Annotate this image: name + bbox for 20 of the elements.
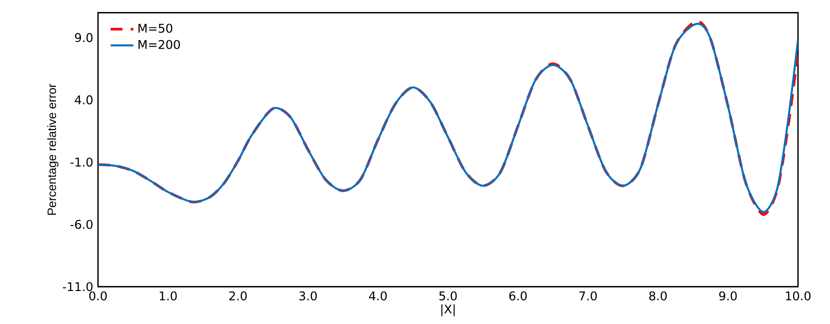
- x-tick-label: 10.0: [786, 291, 811, 300]
- x-tick-label: 6.0: [509, 291, 527, 300]
- x-tick-label: 0.0: [89, 291, 107, 300]
- x-tick-label: 3.0: [299, 291, 317, 300]
- x-axis-title: |X|: [441, 304, 455, 316]
- x-tick-label: 4.0: [369, 291, 387, 300]
- x-tick-label: 8.0: [649, 291, 667, 300]
- x-tick-label: 1.0: [160, 291, 177, 300]
- y-tick-label: -6.0: [70, 220, 93, 229]
- x-tick-label: 7.0: [579, 291, 597, 300]
- y-axis-title: Percentage relative error: [47, 84, 58, 215]
- legend-label: M=50: [138, 24, 172, 33]
- x-tick-label: 2.0: [229, 291, 247, 300]
- legend-label: M=200: [138, 40, 180, 50]
- y-tick-label: -11.0: [62, 282, 93, 292]
- x-tick-label: 9.0: [719, 291, 737, 300]
- y-tick-label: -1.0: [70, 158, 93, 167]
- y-tick-label: 4.0: [74, 95, 93, 104]
- y-tick-label: 9.0: [74, 33, 93, 42]
- x-tick-label: 5.0: [439, 291, 457, 300]
